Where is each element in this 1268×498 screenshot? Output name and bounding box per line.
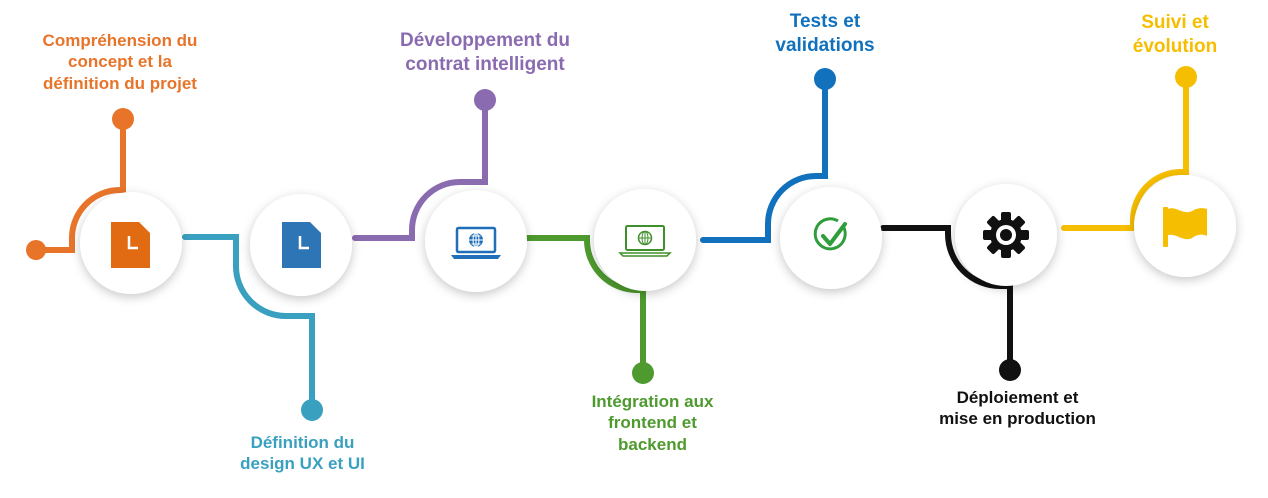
document-icon [111,222,150,268]
step-label-smart-contract: Développement du contrat intelligent [400,30,570,75]
endpoint-dot-step-1-start [26,240,46,260]
step-label-monitoring: Suivi et évolution [1132,12,1218,57]
document-icon [282,222,321,268]
laptop-globe-icon [451,226,501,259]
endpoint-dot-step-7 [1175,66,1197,88]
endpoint-dot-step-6 [999,359,1021,381]
connector-step-2 [182,234,315,413]
check-circle-icon [813,217,847,251]
step-label-concept: Compréhension du concept et la définitio… [42,31,198,93]
endpoint-dot-step-3 [474,89,496,111]
flag-icon [1163,207,1207,247]
endpoint-dot-step-5 [814,68,836,90]
step-label-integration: Intégration aux frontend et backend [591,392,714,454]
endpoint-dot-step-1 [112,108,134,130]
connector-step-3 [352,97,488,241]
connector-step-5 [700,76,828,243]
step-label-tests: Tests et validations [775,11,875,56]
connector-step-6 [880,225,1013,373]
connector-step-7 [1061,74,1189,231]
connector-step-1 [33,116,126,253]
endpoint-dot-step-4 [632,362,654,384]
gear-icon [983,212,1029,258]
step-label-deployment: Déploiement et mise en production [939,388,1096,429]
step-label-design: Définition du design UX et UI [240,433,365,474]
step-circle-5 [780,187,882,289]
endpoint-dot-step-2 [301,399,323,421]
laptop-globe-icon [618,225,672,257]
